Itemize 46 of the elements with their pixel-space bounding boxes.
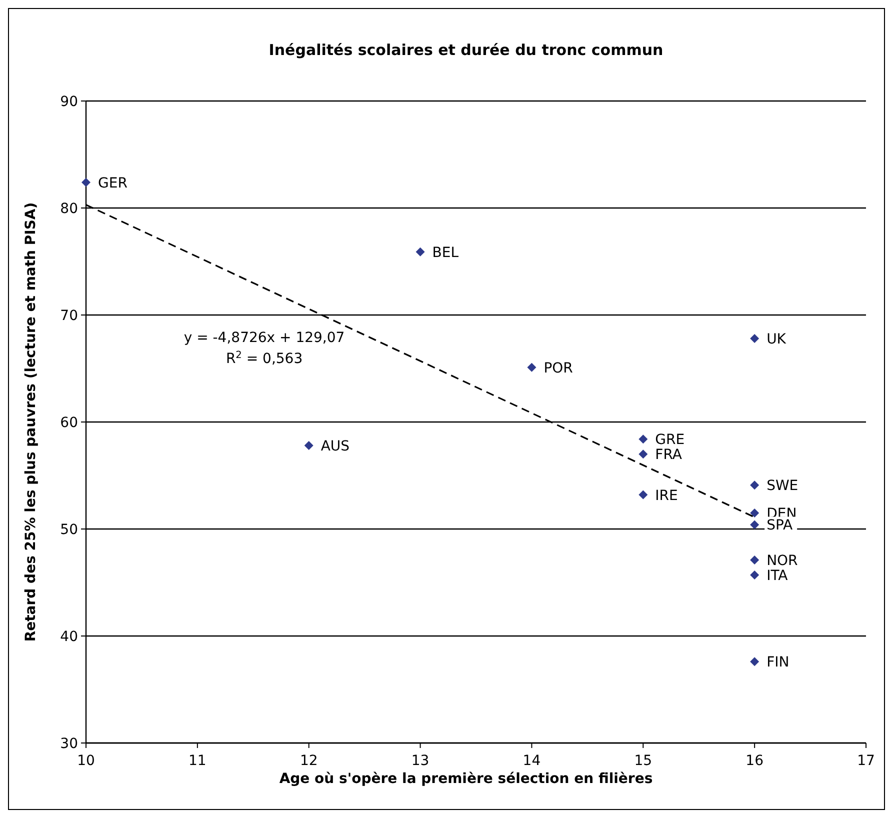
annotation: NOR — [766, 553, 798, 570]
point — [527, 362, 536, 372]
y-tick-label: 80 — [60, 201, 78, 217]
x-tick-label: 12 — [300, 753, 318, 769]
point — [750, 334, 760, 344]
x-tick-label: 10 — [77, 753, 95, 769]
annotation: IRE — [655, 488, 678, 504]
x-tick-label: 14 — [522, 753, 541, 769]
annotation: R$^{2}$ = 0,563 — [226, 349, 303, 367]
y-tick-label: 70 — [60, 308, 78, 324]
y-axis-title: Retard des 25% les plus pauvres (lecture et math PISA) — [23, 202, 39, 642]
y-tick-label: 30 — [60, 736, 78, 752]
y-tick-label: 50 — [60, 522, 78, 538]
annotation: y = -4,8726x + 129,07 — [184, 330, 345, 346]
point — [82, 178, 90, 187]
point — [638, 434, 648, 444]
annotation: ITA — [766, 568, 788, 584]
annotation: BEL — [432, 244, 459, 261]
point — [304, 441, 314, 450]
point — [638, 490, 648, 500]
annotation: POR — [544, 360, 574, 376]
annotation: GER — [98, 175, 128, 192]
point — [750, 480, 760, 490]
point — [750, 556, 760, 565]
x-tick-label: 13 — [411, 753, 430, 769]
y-tick-label: 60 — [60, 415, 78, 431]
point — [750, 570, 760, 580]
annotation: FIN — [766, 654, 790, 671]
chart-title: Inégalités scolaires et durée du tronc commun — [268, 41, 664, 59]
point — [750, 520, 760, 530]
annotation: FRA — [655, 447, 682, 464]
point — [750, 508, 760, 518]
x-tick-label: 16 — [746, 753, 764, 769]
annotation: SWE — [766, 478, 798, 494]
y-tick-label: 90 — [60, 94, 78, 110]
x-tick-label: 11 — [188, 753, 206, 769]
annotation: AUS — [320, 438, 350, 455]
point — [750, 657, 760, 666]
annotation: GRE — [655, 432, 685, 448]
y-tick-label: 40 — [60, 629, 78, 645]
x-tick-label: 17 — [857, 753, 875, 769]
annotation: UK — [766, 332, 787, 348]
point — [638, 450, 648, 459]
x-tick-label: 15 — [634, 753, 652, 769]
x-axis-title: Age où s'opère la première sélection en filières — [279, 771, 653, 787]
point — [416, 247, 425, 256]
